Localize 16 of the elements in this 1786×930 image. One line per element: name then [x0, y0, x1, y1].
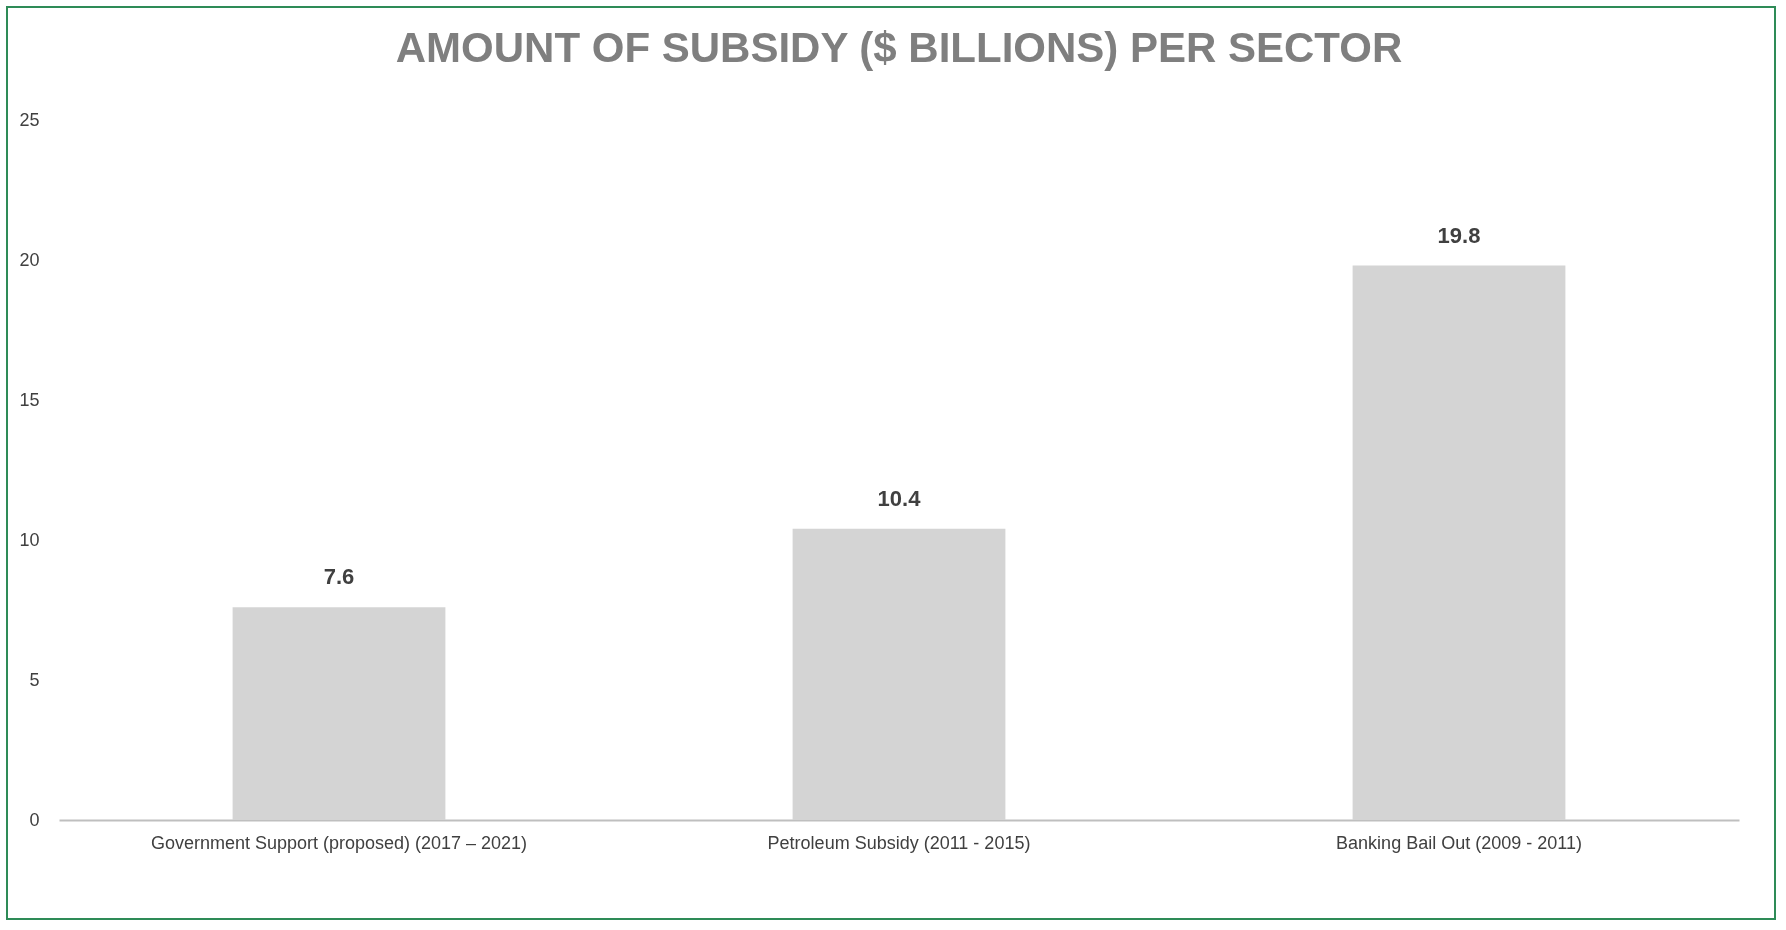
- y-tick-label: 15: [19, 389, 40, 410]
- bar: [792, 528, 1006, 820]
- y-tick-label: 5: [29, 669, 40, 690]
- data-label: 10.4: [877, 485, 922, 511]
- bar: [232, 607, 446, 820]
- y-tick-label: 20: [19, 249, 40, 270]
- data-label: 19.8: [1437, 222, 1481, 248]
- x-tick-label: Petroleum Subsidy (2011 - 2015): [767, 832, 1031, 853]
- chart-title: AMOUNT OF SUBSIDY ($ BILLIONS) PER SECTOR: [395, 24, 1403, 71]
- bar: [1352, 265, 1566, 820]
- data-label: 7.6: [323, 564, 355, 590]
- x-tick-label: Government Support (proposed) (2017 – 2021): [150, 832, 528, 853]
- y-tick-label: 25: [19, 109, 40, 130]
- y-tick-label: 0: [29, 809, 40, 830]
- x-tick-label: Banking Bail Out (2009 - 2011): [1336, 832, 1582, 853]
- y-tick-label: 10: [19, 529, 40, 550]
